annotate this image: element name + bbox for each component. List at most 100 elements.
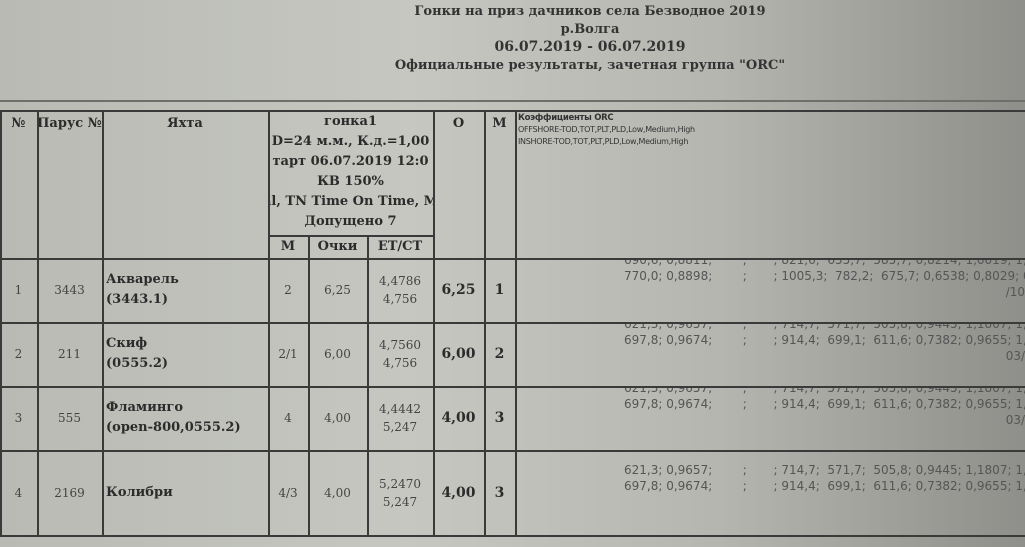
race-start: тарт 06.07.2019 12:0 [272, 154, 429, 169]
row-no: 4 [14, 485, 23, 500]
coef-line-offshore: 621,3; 0,9657; ; ; 714,7; 571,7; 505,8; … [624, 463, 1025, 477]
cell-race-points: 4,00 [308, 386, 367, 450]
race-points: 4,00 [324, 411, 351, 425]
cell-place: 3 [484, 386, 515, 450]
coef-overflow: 03/ [1005, 349, 1025, 363]
grid-line [0, 535, 1025, 537]
cell-no: 2 [0, 322, 37, 386]
cell-no: 1 [0, 258, 37, 322]
cell-race-m: 4/3 [268, 450, 308, 535]
yacht-name: Колибри [106, 484, 173, 500]
cell-race-points: 6,00 [308, 322, 367, 386]
grid-line [0, 386, 1025, 388]
header-race-etct: ET/CT [377, 239, 423, 254]
cell-no: 3 [0, 386, 37, 450]
row-no: 2 [14, 347, 23, 361]
grid-line [367, 235, 369, 535]
grid-line [0, 450, 1025, 452]
coef-overflow: /10 [1005, 285, 1025, 299]
coef-line-inshore: 697,8; 0,9674; ; ; 914,4; 699,1; 611,6; … [624, 397, 1025, 411]
race-method: al, TN Time On Time, M [268, 194, 433, 209]
grid-line [0, 322, 1025, 324]
yacht-name: Акварель [106, 272, 179, 287]
final-place: 3 [494, 410, 505, 426]
yacht-class: (0555.2) [106, 356, 169, 371]
grid-line [0, 110, 1025, 112]
yacht-class: (3443.1) [106, 292, 169, 307]
coef-line-offshore: 621,3; 0,9657; ; ; 714,7; 571,7; 505,8; … [624, 324, 1025, 331]
header-sail: Парус № [37, 116, 102, 131]
cell-sail: 211 [37, 322, 102, 386]
event-dates: 06.07.2019 - 06.07.2019 [494, 39, 686, 55]
cell-no: 4 [0, 450, 37, 535]
cell-coefficients: 621,3; 0,9657; ; ; 714,7; 571,7; 505,8; … [518, 324, 1025, 385]
header-race: гонка1 D=24 м.м., К.д.=1,00 тарт 06.07.2… [268, 112, 433, 235]
results-subtitle: Официальные результаты, зачетная группа … [394, 58, 786, 73]
cell-race-points: 4,00 [308, 450, 367, 535]
race-place: 2 [284, 283, 292, 297]
cell-race-m: 2/1 [268, 322, 308, 386]
coef-line-offshore: 621,3; 0,9657; ; ; 714,7; 571,7; 505,8; … [624, 388, 1025, 395]
race-points: 6,25 [324, 283, 351, 297]
cell-total: 6,25 [433, 258, 484, 322]
elapsed-time: 4,4442 [379, 402, 421, 416]
grid-line [0, 258, 1025, 260]
header-race-points: Очки [317, 239, 358, 254]
cell-place: 1 [484, 258, 515, 322]
coef-line-inshore: 697,8; 0,9674; ; ; 914,4; 699,1; 611,6; … [624, 479, 1025, 493]
coef-line-inshore: 697,8; 0,9674; ; ; 914,4; 699,1; 611,6; … [624, 333, 1025, 347]
corrected-time: 5,247 [382, 420, 418, 434]
race-points: 4,00 [324, 485, 351, 500]
cell-race-m: 4 [268, 386, 308, 450]
total-points: 6,00 [441, 346, 476, 362]
cell-coefficients: 690,6; 0,8811; ; ; 821,6; 655,7; 585,7; … [518, 260, 1025, 321]
total-points: 4,00 [441, 410, 476, 426]
cell-yacht: Акварель (3443.1) [102, 258, 268, 322]
yacht-name: Скиф [106, 336, 148, 351]
cell-sail: 2169 [37, 450, 102, 535]
elapsed-time: 4,7560 [379, 338, 421, 352]
cell-yacht: Колибри [102, 450, 268, 535]
race-place: 4/3 [278, 485, 298, 500]
race-points: 6,00 [324, 347, 351, 361]
sail-number: 555 [58, 411, 81, 425]
sail-number: 2169 [54, 485, 85, 500]
race-distance: D=24 м.м., К.д.=1,00 [271, 134, 430, 149]
row-no: 3 [14, 411, 23, 425]
sail-number: 211 [58, 347, 81, 361]
yacht-class: (open-800,0555.2) [106, 420, 241, 435]
race-kv: КВ 150% [317, 174, 384, 189]
cell-place: 2 [484, 322, 515, 386]
header-place: М [492, 116, 507, 131]
cell-coefficients: 621,3; 0,9657; ; ; 714,7; 571,7; 505,8; … [518, 388, 1025, 449]
final-place: 1 [494, 282, 505, 298]
cell-etct: 4,4786 4,756 [367, 258, 433, 322]
race-place: 2/1 [278, 347, 298, 361]
total-points: 4,00 [441, 484, 476, 501]
cell-yacht: Фламинго (open-800,0555.2) [102, 386, 268, 450]
cell-etct: 4,7560 4,756 [367, 322, 433, 386]
corrected-time: 4,756 [382, 356, 418, 370]
divider [0, 100, 1025, 102]
header-coefficients: Коэффициенты ORC OFFSHORE-TOD,TOT,PLT,PL… [518, 112, 695, 148]
header-total: О [452, 116, 465, 131]
race-admitted: Допущено 7 [304, 214, 397, 229]
final-place: 2 [494, 346, 505, 362]
header-no: № [11, 116, 26, 131]
yacht-name: Фламинго [106, 400, 184, 415]
coef-inshore: INSHORE-TOD,TOT,PLT,PLD,Low,Medium,High [518, 137, 689, 146]
row-no: 1 [14, 283, 23, 297]
coef-line-inshore: 770,0; 0,8898; ; ; 1005,3; 782,2; 675,7;… [624, 269, 1025, 283]
cell-total: 4,00 [433, 386, 484, 450]
cell-total: 6,00 [433, 322, 484, 386]
cell-race-m: 2 [268, 258, 308, 322]
cell-etct: 5,2470 5,247 [367, 450, 433, 535]
cell-sail: 555 [37, 386, 102, 450]
cell-sail: 3443 [37, 258, 102, 322]
cell-race-points: 6,25 [308, 258, 367, 322]
race-name: гонка1 [323, 114, 377, 129]
header-yacht: Яхта [167, 116, 203, 131]
coef-overflow: 03/ [1005, 413, 1025, 427]
total-points: 6,25 [441, 282, 476, 298]
elapsed-time: 5,2470 [379, 476, 421, 491]
